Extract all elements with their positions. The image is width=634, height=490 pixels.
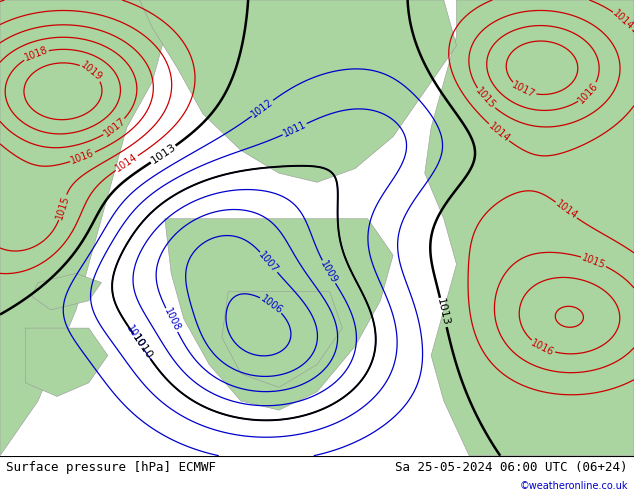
Text: Sa 25-05-2024 06:00 UTC (06+24): Sa 25-05-2024 06:00 UTC (06+24)	[395, 461, 628, 474]
Text: 1014: 1014	[611, 8, 634, 32]
Text: 1017: 1017	[510, 80, 537, 100]
Text: 1015: 1015	[474, 86, 498, 111]
Polygon shape	[32, 273, 101, 310]
Text: 1016: 1016	[576, 81, 600, 105]
Text: 1006: 1006	[259, 293, 284, 316]
Text: 1016: 1016	[70, 148, 96, 166]
Polygon shape	[139, 0, 456, 182]
Text: 1007: 1007	[257, 249, 280, 275]
Text: 1013: 1013	[436, 297, 451, 327]
Polygon shape	[0, 0, 165, 456]
Text: 1008: 1008	[162, 307, 181, 333]
Text: 1016: 1016	[529, 338, 556, 358]
Polygon shape	[425, 0, 634, 456]
Text: 1015: 1015	[55, 194, 71, 221]
Text: Surface pressure [hPa] ECMWF: Surface pressure [hPa] ECMWF	[6, 461, 216, 474]
Text: 1013: 1013	[149, 142, 178, 166]
Text: 1010: 1010	[124, 324, 146, 350]
Text: 1017: 1017	[101, 116, 127, 139]
Polygon shape	[165, 219, 393, 410]
Polygon shape	[25, 328, 108, 396]
Text: 1014: 1014	[113, 152, 139, 174]
Text: 1014: 1014	[486, 121, 512, 144]
Text: 1018: 1018	[23, 45, 49, 63]
Text: 1009: 1009	[318, 259, 339, 285]
Text: 1010: 1010	[130, 332, 154, 361]
Text: 1014: 1014	[553, 199, 579, 221]
Text: 1019: 1019	[79, 60, 104, 83]
Text: 1012: 1012	[250, 97, 275, 120]
Polygon shape	[222, 292, 342, 387]
Text: 1011: 1011	[281, 120, 308, 139]
Text: ©weatheronline.co.uk: ©weatheronline.co.uk	[519, 481, 628, 490]
Text: 1015: 1015	[580, 252, 607, 270]
